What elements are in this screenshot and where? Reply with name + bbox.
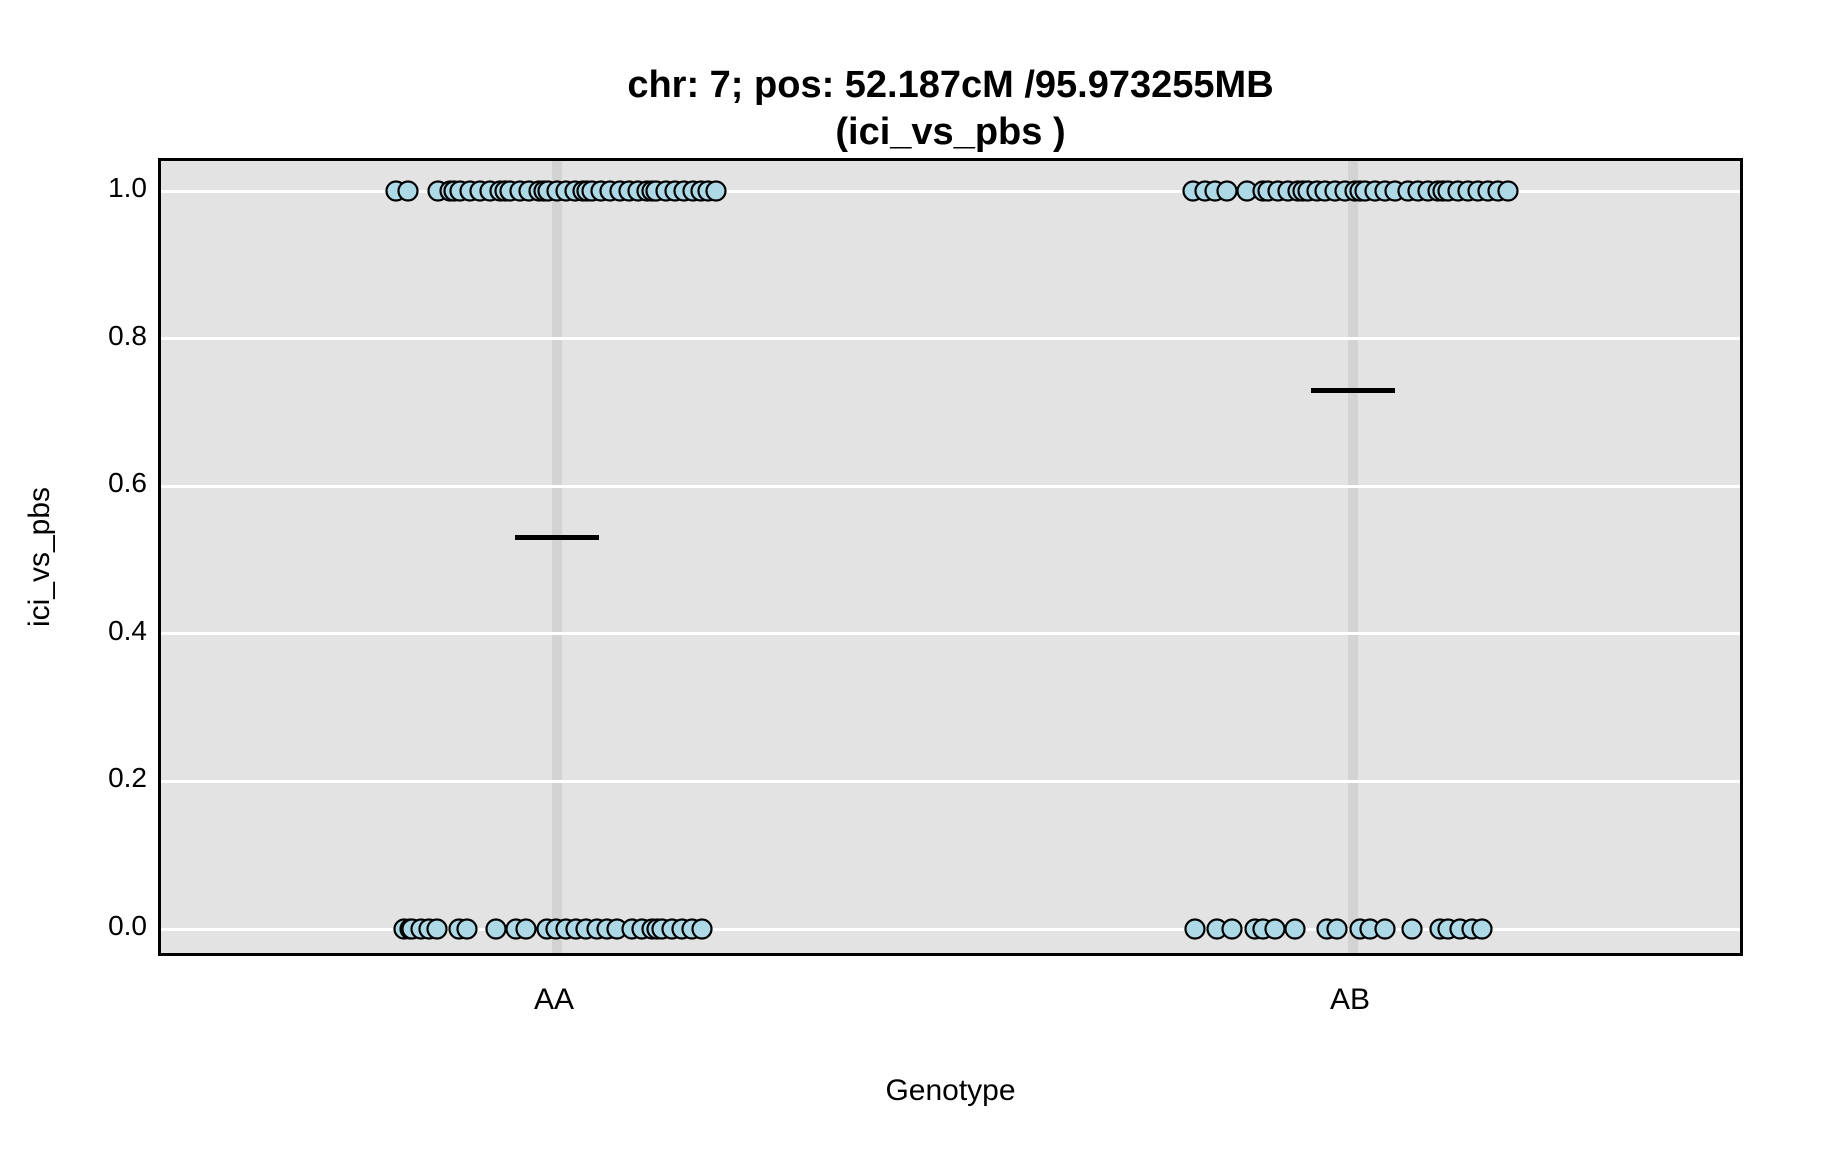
data-point bbox=[1216, 180, 1238, 202]
data-point bbox=[691, 918, 713, 940]
data-point bbox=[1374, 918, 1396, 940]
data-point bbox=[485, 918, 507, 940]
data-point bbox=[1471, 918, 1493, 940]
data-point bbox=[1326, 918, 1348, 940]
data-point bbox=[1284, 918, 1306, 940]
y-tick-label: 0.4 bbox=[108, 614, 147, 646]
y-axis-title: ici_vs_pbs bbox=[23, 486, 56, 628]
data-point bbox=[456, 918, 478, 940]
data-point bbox=[1184, 918, 1206, 940]
data-point bbox=[426, 918, 448, 940]
y-tick-label: 1.0 bbox=[108, 172, 147, 203]
x-tick-label-aa: AA bbox=[533, 983, 575, 1016]
x-tick-label-ab: AB bbox=[1329, 983, 1371, 1016]
group-mean-line-aa bbox=[515, 535, 599, 541]
plot-panel bbox=[158, 158, 1743, 956]
horizontal-gridline bbox=[161, 779, 1740, 783]
chart-title-line2: (ici_vs_pbs ) bbox=[835, 111, 1066, 153]
category-band-ab bbox=[1348, 161, 1358, 953]
y-tick-label: 0.6 bbox=[108, 467, 147, 499]
category-band-aa bbox=[552, 161, 562, 953]
horizontal-gridline bbox=[161, 927, 1740, 931]
chart-title-line1: chr: 7; pos: 52.187cM /95.973255MB bbox=[627, 64, 1274, 106]
horizontal-gridline bbox=[161, 337, 1740, 341]
data-points-layer bbox=[385, 180, 1519, 940]
data-point bbox=[705, 180, 727, 202]
chart-title: chr: 7; pos: 52.187cM /95.973255MB (ici_… bbox=[158, 62, 1743, 156]
data-point bbox=[1401, 918, 1423, 940]
data-point bbox=[1221, 918, 1243, 940]
horizontal-gridline bbox=[161, 484, 1740, 488]
data-point bbox=[397, 180, 419, 202]
data-point bbox=[1264, 918, 1286, 940]
horizontal-gridline bbox=[161, 189, 1740, 193]
y-tick-label: 0.8 bbox=[108, 319, 147, 351]
y-tick-label: 0.2 bbox=[108, 762, 147, 794]
data-point bbox=[1497, 180, 1519, 202]
y-tick-label: 0.0 bbox=[108, 910, 147, 941]
group-mean-line-ab bbox=[1311, 387, 1395, 393]
data-point bbox=[515, 918, 537, 940]
x-axis-title: Genotype bbox=[885, 1074, 1016, 1107]
horizontal-gridline bbox=[161, 632, 1740, 636]
